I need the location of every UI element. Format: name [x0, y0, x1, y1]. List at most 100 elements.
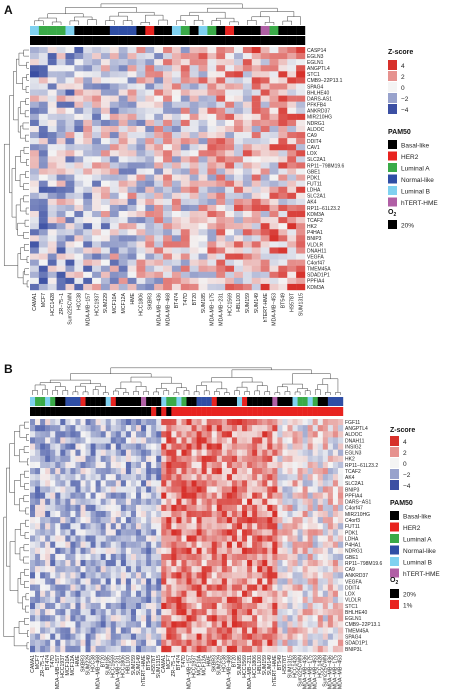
- heatmap-cell: [186, 492, 192, 499]
- dendrogram-branch: [14, 431, 20, 457]
- heatmap-cell: [272, 553, 278, 561]
- heatmap-cell: [100, 168, 111, 175]
- heatmap-cell: [242, 204, 252, 212]
- heatmap-cell: [180, 241, 190, 248]
- heatmap-cell: [90, 535, 96, 542]
- heatmap-cell: [191, 615, 197, 622]
- heatmap-cell: [120, 590, 127, 598]
- heatmap-cell: [80, 645, 86, 653]
- pam50-swatch: [390, 545, 399, 555]
- heatmap-cell: [110, 645, 117, 653]
- heatmap-cell: [251, 125, 261, 133]
- heatmap-cell: [181, 437, 187, 444]
- heatmap-cell: [45, 443, 51, 450]
- heatmap-cell: [247, 504, 253, 512]
- heatmap-cell: [317, 645, 324, 653]
- heatmap-cell: [120, 461, 127, 469]
- heatmap-cell: [115, 510, 122, 518]
- heatmap-cell: [110, 425, 117, 432]
- heatmap-cell: [60, 425, 66, 432]
- heatmap-cell: [221, 431, 228, 438]
- heatmap-cell: [109, 192, 119, 200]
- heatmap-cell: [125, 468, 132, 475]
- heatmap-cell: [221, 523, 228, 530]
- heatmap-cell: [216, 523, 223, 530]
- heatmap-cell: [278, 59, 288, 66]
- heatmap-cell: [231, 633, 238, 640]
- heatmap-cell: [30, 510, 36, 518]
- heatmap-cell: [260, 144, 270, 151]
- heatmap-cell: [189, 247, 199, 254]
- heatmap-cell: [226, 449, 233, 456]
- column-label: SKBR3: [80, 655, 86, 672]
- heatmap-cell: [322, 621, 329, 628]
- heatmap-cell: [85, 602, 91, 610]
- heatmap-cell: [110, 480, 117, 487]
- heatmap-cell: [136, 180, 146, 187]
- heatmap-cell: [154, 47, 164, 54]
- dendrogram-branch: [23, 49, 29, 57]
- heatmap-cell: [198, 107, 208, 115]
- heatmap-cell: [198, 71, 208, 78]
- heatmap-cell: [226, 474, 233, 481]
- heatmap-cell: [189, 253, 199, 260]
- heatmap-cell: [292, 590, 298, 598]
- o2-annotation-cell: [231, 407, 238, 416]
- heatmap-cell: [115, 486, 122, 493]
- heatmap-cell: [38, 241, 48, 248]
- heatmap-cell: [30, 241, 40, 248]
- heatmap-cell: [130, 639, 137, 647]
- heatmap-cell: [231, 523, 238, 530]
- heatmap-cell: [95, 578, 101, 585]
- heatmap-cell: [297, 517, 303, 524]
- heatmap-cell: [171, 572, 177, 579]
- heatmap-cell: [277, 498, 283, 506]
- heatmap-cell: [201, 578, 207, 585]
- heatmap-cell: [74, 211, 84, 218]
- heatmap-cell: [186, 517, 192, 524]
- heatmap-cell: [332, 529, 339, 536]
- zscore-swatch: [390, 436, 399, 446]
- o2-annotation-cell: [136, 36, 146, 45]
- heatmap-cell: [216, 639, 223, 647]
- heatmap-cell: [154, 204, 164, 212]
- o2-annotation-cell: [90, 407, 96, 416]
- heatmap-cell: [130, 621, 137, 628]
- heatmap-cell: [201, 639, 207, 647]
- pam50-annotation-cell: [65, 26, 75, 35]
- o2-annotation-cell: [247, 407, 253, 416]
- heatmap-cell: [100, 235, 111, 242]
- heatmap-cell: [225, 217, 235, 224]
- heatmap-cell: [282, 535, 288, 542]
- heatmap-cell: [127, 150, 137, 157]
- heatmap-cell: [171, 566, 177, 573]
- heatmap-cell: [151, 492, 157, 499]
- heatmap-cell: [201, 609, 207, 616]
- heatmap-cell: [171, 211, 182, 218]
- heatmap-cell: [287, 609, 293, 616]
- heatmap-cell: [56, 144, 66, 151]
- heatmap-cell: [60, 560, 66, 567]
- dendrogram-branch: [25, 86, 29, 93]
- heatmap-cell: [156, 492, 162, 499]
- heatmap-cell: [260, 168, 270, 175]
- heatmap-cell: [292, 498, 298, 506]
- heatmap-cell: [80, 474, 86, 481]
- heatmap-cell: [317, 510, 324, 518]
- heatmap-cell: [189, 277, 199, 285]
- heatmap-cell: [30, 621, 36, 628]
- heatmap-cell: [100, 627, 106, 634]
- heatmap-cell: [287, 425, 293, 432]
- heatmap-cell: [30, 480, 36, 487]
- heatmap-cell: [287, 639, 293, 647]
- heatmap-cell: [225, 247, 235, 254]
- heatmap-cell: [231, 461, 238, 469]
- heatmap-cell: [176, 431, 182, 438]
- dendrogram-branch: [19, 547, 24, 561]
- heatmap-cell: [151, 425, 157, 432]
- heatmap-cell: [163, 83, 173, 90]
- dendrogram-branch: [51, 21, 62, 25]
- heatmap-cell: [242, 241, 252, 248]
- heatmap-cell: [302, 529, 308, 536]
- heatmap-cell: [196, 498, 202, 506]
